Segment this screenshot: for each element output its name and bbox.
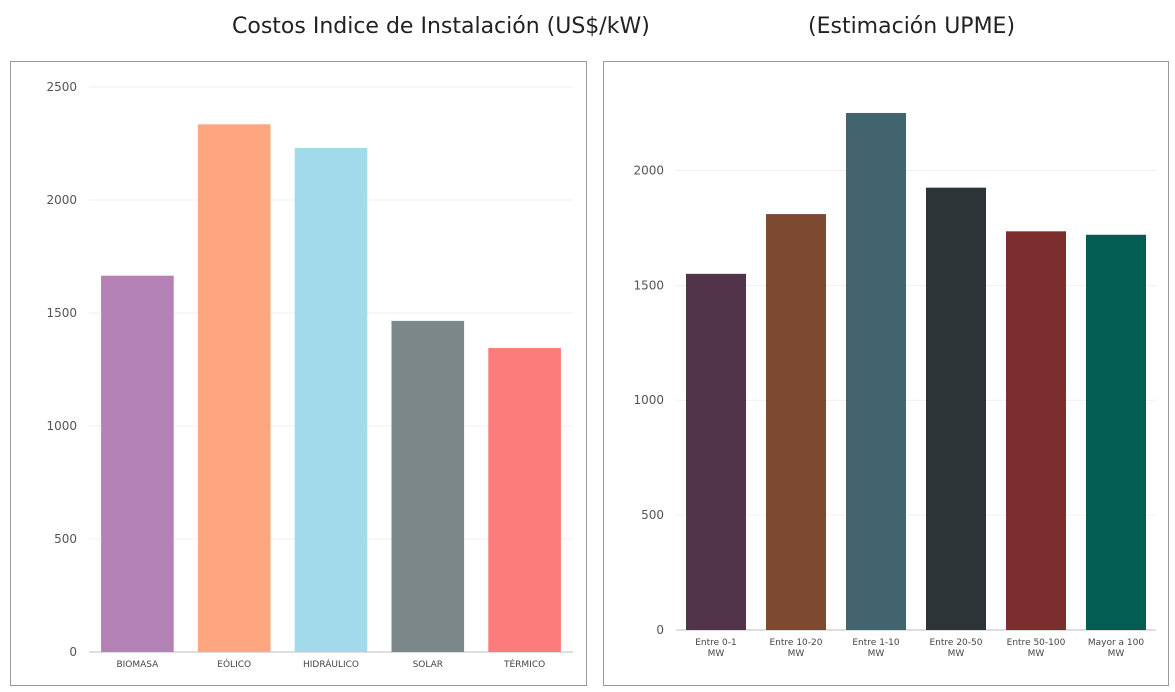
x-tick-label: Entre 20-50 — [930, 638, 983, 648]
bar — [488, 348, 561, 652]
bar — [101, 275, 174, 652]
bar — [926, 187, 986, 630]
x-tick-label: MW — [868, 649, 885, 659]
x-tick-label: MW — [788, 649, 805, 659]
x-tick-label: SOLAR — [413, 660, 443, 670]
x-tick-label: HIDRÁULICO — [303, 658, 359, 670]
x-tick-label: Mayor a 100 — [1088, 638, 1145, 648]
y-tick-label: 2000 — [46, 193, 77, 207]
bar — [846, 112, 906, 631]
chart-title: Costos Indice de Instalación (US$/kW) — [232, 14, 650, 39]
x-tick-label: TÉRMICO — [503, 658, 545, 670]
chart-panel-technology: 0 500 1000 1500 2000 2500 BIOMASA EÓLICO HIDRÁUL… — [10, 61, 587, 686]
bar — [294, 148, 368, 652]
x-tick-label: EÓLICO — [217, 658, 251, 670]
x-tick-label: MW — [1108, 649, 1125, 659]
y-tick-label: 2000 — [633, 163, 664, 177]
y-tick-label: 500 — [641, 508, 664, 522]
x-tick-label: BIOMASA — [116, 660, 159, 670]
bar — [197, 124, 271, 653]
x-tick-label: MW — [948, 649, 965, 659]
y-tick-label: 0 — [69, 645, 77, 659]
bar — [686, 273, 746, 630]
bar — [766, 214, 826, 630]
y-tick-label: 1500 — [633, 278, 664, 292]
x-tick-label: Entre 50-100 — [1007, 638, 1066, 648]
x-tick-label: Entre 0-1 — [695, 638, 737, 648]
bar — [391, 320, 465, 652]
y-tick-label: 500 — [54, 532, 77, 546]
bar — [1006, 231, 1066, 630]
bar — [1086, 234, 1146, 630]
y-tick-label: 0 — [656, 623, 664, 637]
x-tick-label: MW — [1028, 649, 1045, 659]
x-tick-label: MW — [708, 649, 725, 659]
x-tick-label: Entre 1-10 — [852, 638, 900, 648]
x-tick-label: Entre 10-20 — [770, 638, 823, 648]
chart-subtitle: (Estimación UPME) — [808, 14, 1016, 39]
chart-panel-capacity: 0 500 1000 1500 2000 Entre 0-1 MW Entre 10-20 MW… — [603, 61, 1169, 686]
bar-chart-technology: 0 500 1000 1500 2000 2500 BIOMASA EÓLICO HIDRÁUL… — [46, 80, 573, 670]
y-tick-label: 2500 — [46, 80, 77, 94]
y-tick-label: 1000 — [633, 393, 664, 407]
y-tick-label: 1500 — [46, 306, 77, 320]
y-tick-label: 1000 — [46, 419, 77, 433]
